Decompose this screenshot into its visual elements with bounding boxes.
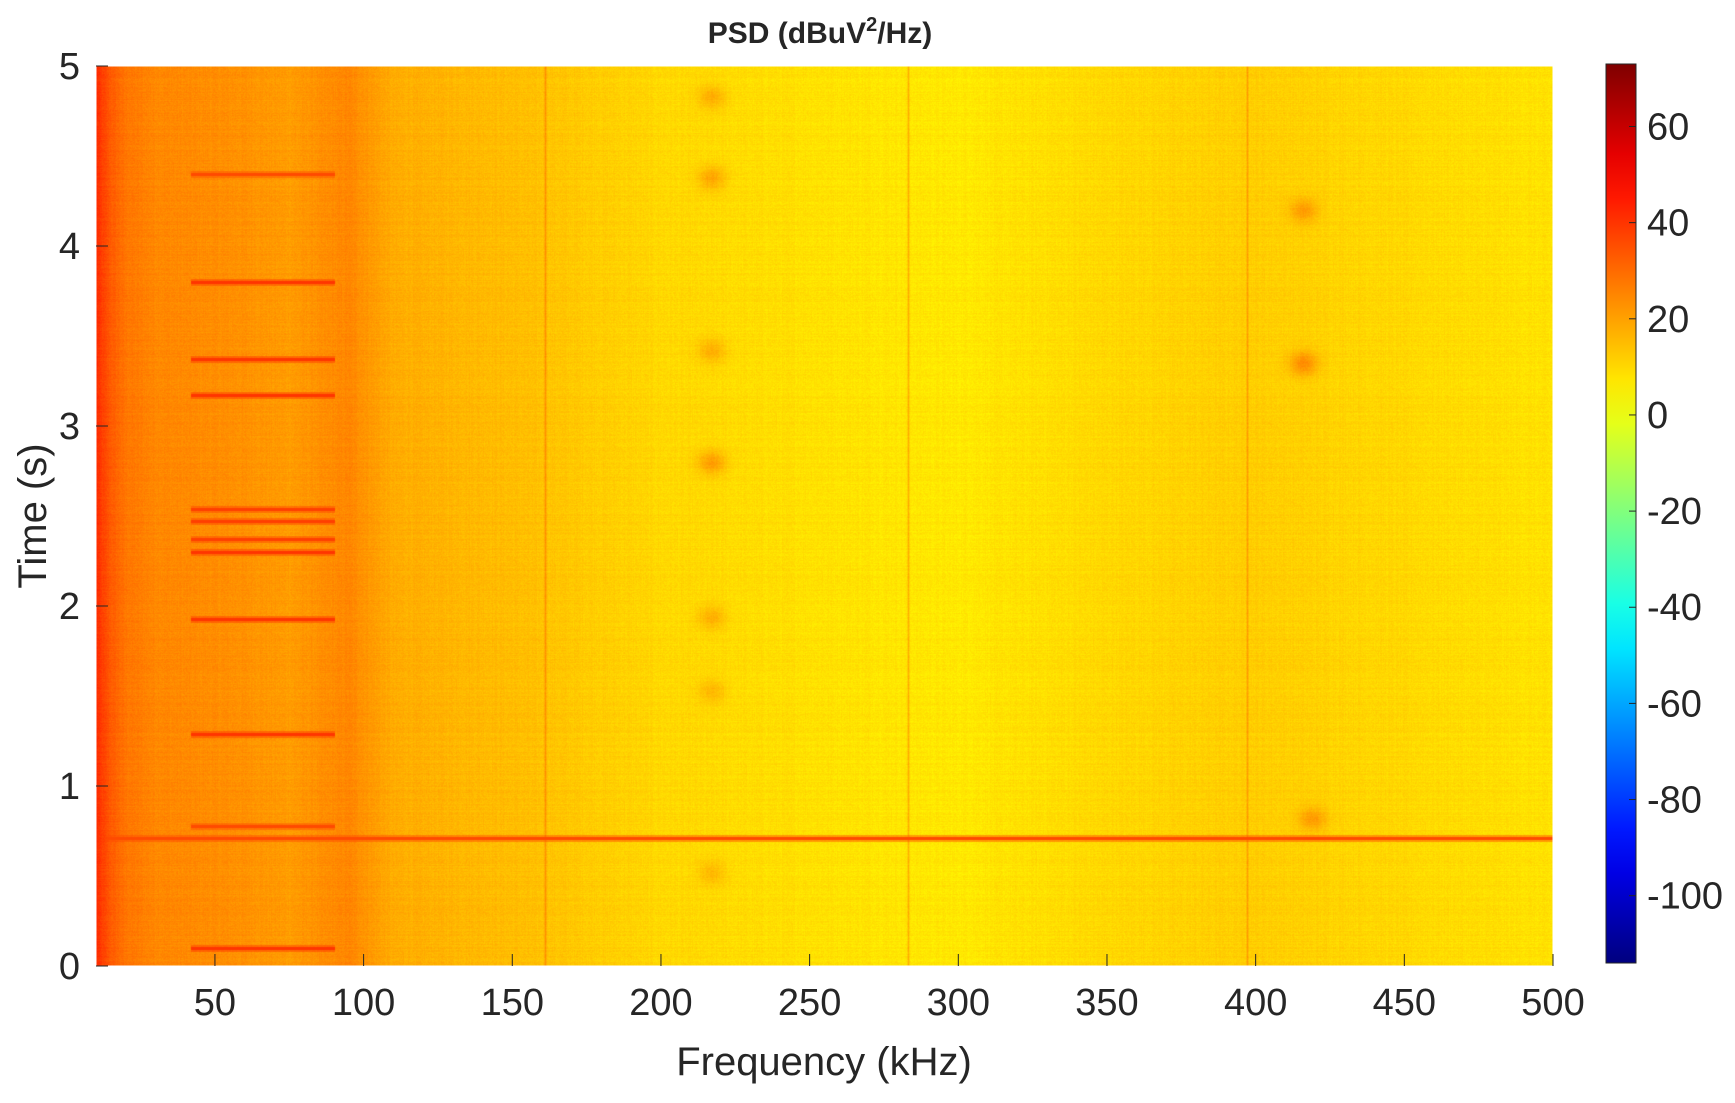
- x-tick-label: 200: [629, 982, 692, 1024]
- x-tick-label: 150: [481, 982, 544, 1024]
- x-tick-label: 250: [778, 982, 841, 1024]
- x-tick-label: 400: [1224, 982, 1287, 1024]
- x-tick-label: 300: [927, 982, 990, 1024]
- colorbar-tick-label: 20: [1647, 299, 1689, 341]
- x-tick-label: 350: [1075, 982, 1138, 1024]
- x-axis-ticks: 50 100 150 200 250 300 350 400 450 500: [194, 954, 1585, 1024]
- colorbar-tick-label: -60: [1647, 683, 1702, 725]
- chart-title: PSD (dBuV2/Hz): [708, 14, 932, 50]
- y-tick-label: 5: [59, 46, 80, 88]
- y-axis-ticks: 0 1 2 3 4 5: [59, 46, 108, 988]
- x-tick-label: 50: [194, 982, 236, 1024]
- colorbar-tick-label: -40: [1647, 587, 1702, 629]
- colorbar-tick-label: 60: [1647, 106, 1689, 148]
- colorbar-tick-label: -100: [1647, 876, 1723, 918]
- colorbar-tick-label: 40: [1647, 203, 1689, 245]
- y-tick-label: 2: [59, 586, 80, 628]
- y-axis-label: Time (s): [11, 443, 55, 588]
- plot-frame: [95, 65, 1554, 967]
- colorbar-tick-label: 0: [1647, 395, 1668, 437]
- x-axis-label: Frequency (kHz): [676, 1040, 972, 1084]
- plot-area: [96, 66, 1553, 966]
- y-tick-label: 3: [59, 406, 80, 448]
- x-tick-label: 500: [1521, 982, 1584, 1024]
- y-tick-label: 0: [59, 946, 80, 988]
- colorbar: [1605, 63, 1637, 964]
- colorbar-ticks: 60 40 20 0 -20 -40 -60 -80 -100: [1629, 106, 1723, 918]
- x-tick-label: 450: [1373, 982, 1436, 1024]
- x-tick-label: 100: [332, 982, 395, 1024]
- y-tick-label: 1: [59, 766, 80, 808]
- colorbar-tick-label: -80: [1647, 780, 1702, 822]
- spectrogram-heatmap: [96, 66, 1553, 966]
- colorbar-tick-label: -20: [1647, 491, 1702, 533]
- y-tick-label: 4: [59, 226, 80, 268]
